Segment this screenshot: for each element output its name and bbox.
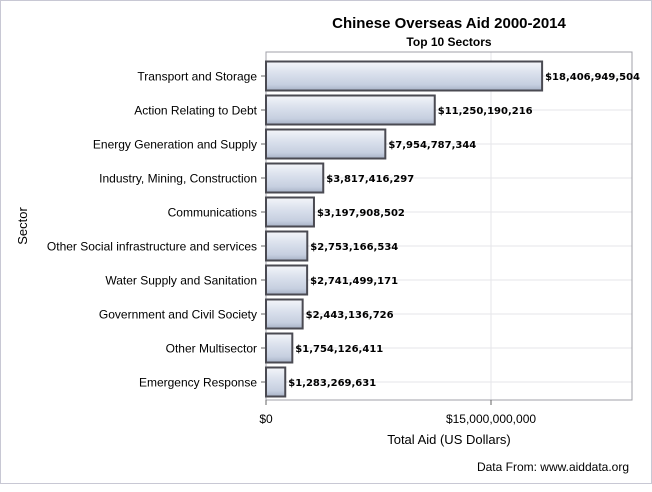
data-label: $11,250,190,216 [438,106,533,117]
bar [265,94,436,126]
category-label: Other Multisector [166,342,257,356]
data-label: $2,753,166,534 [310,242,398,253]
x-tick-label: $15,000,000,000 [446,412,536,426]
category-label: Action Relating to Debt [134,104,257,118]
chart-title: Chinese Overseas Aid 2000-2014 [332,15,566,32]
bar [265,60,544,92]
x-tick-label: $0 [259,412,273,426]
category-label: Industry, Mining, Construction [99,172,257,186]
x-axis-label: Total Aid (US Dollars) [387,432,511,447]
category-label: Water Supply and Sanitation [105,274,257,288]
data-label: $7,954,787,344 [388,140,476,151]
data-label: $2,741,499,171 [310,276,398,287]
data-label: $18,406,949,504 [545,72,640,83]
category-label: Emergency Response [139,376,257,390]
data-label: $3,817,416,297 [326,174,414,185]
data-label: $2,443,136,726 [306,310,394,321]
bar [265,366,287,398]
category-label: Energy Generation and Supply [93,138,257,152]
bar [265,196,315,228]
bar [265,298,304,330]
data-label: $1,754,126,411 [295,344,383,355]
bar [265,162,325,194]
chart-subtitle: Top 10 Sectors [406,35,491,49]
bar [265,128,387,160]
data-label: $1,283,269,631 [288,378,376,389]
bar [265,230,309,262]
category-label: Government and Civil Society [99,308,257,322]
footnote: Data From: www.aiddata.org [477,460,629,474]
bar [265,264,309,296]
category-label: Transport and Storage [137,70,257,84]
y-axis-label: Sector [15,207,30,245]
category-label: Communications [168,206,257,220]
category-label: Other Social infrastructure and services [47,240,257,254]
bar [265,332,294,364]
data-label: $3,197,908,502 [317,208,405,219]
